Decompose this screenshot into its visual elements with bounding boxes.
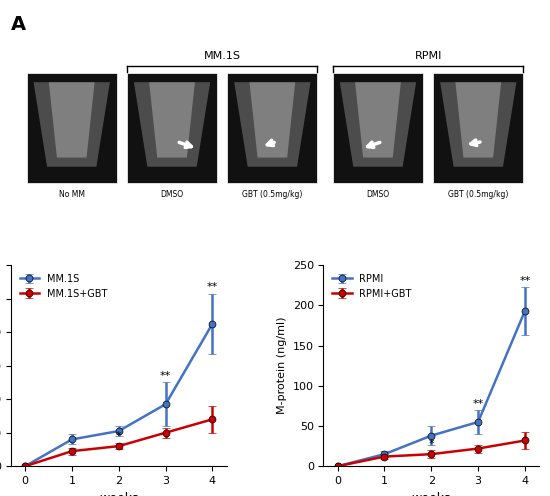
Text: **: ** — [207, 282, 218, 292]
Text: No MM: No MM — [59, 190, 85, 199]
Text: **: ** — [160, 371, 171, 381]
FancyBboxPatch shape — [433, 73, 523, 183]
Polygon shape — [234, 82, 311, 167]
Text: A: A — [11, 15, 26, 34]
Text: GBT (0.5mg/kg): GBT (0.5mg/kg) — [242, 190, 302, 199]
FancyBboxPatch shape — [333, 73, 423, 183]
Text: DMSO: DMSO — [161, 190, 184, 199]
Legend: RPMI, RPMI+GBT: RPMI, RPMI+GBT — [328, 270, 416, 303]
Polygon shape — [440, 82, 516, 167]
FancyBboxPatch shape — [228, 73, 317, 183]
Polygon shape — [134, 82, 210, 167]
Legend: MM.1S, MM.1S+GBT: MM.1S, MM.1S+GBT — [16, 270, 111, 303]
Polygon shape — [340, 82, 416, 167]
Text: GBT (0.5mg/kg): GBT (0.5mg/kg) — [448, 190, 508, 199]
Polygon shape — [149, 82, 195, 158]
Y-axis label: M-protein (ng/ml): M-protein (ng/ml) — [277, 317, 287, 414]
Polygon shape — [34, 82, 110, 167]
Polygon shape — [455, 82, 501, 158]
Polygon shape — [355, 82, 401, 158]
Text: *: * — [428, 439, 434, 449]
X-axis label: weeks: weeks — [99, 492, 139, 496]
X-axis label: weeks: weeks — [411, 492, 451, 496]
FancyBboxPatch shape — [27, 73, 117, 183]
Text: DMSO: DMSO — [366, 190, 389, 199]
Polygon shape — [250, 82, 295, 158]
Polygon shape — [49, 82, 95, 158]
Text: RPMI: RPMI — [415, 51, 442, 61]
Text: **: ** — [519, 276, 531, 286]
Text: MM.1S: MM.1S — [204, 51, 241, 61]
FancyBboxPatch shape — [127, 73, 217, 183]
Text: *: * — [116, 432, 122, 441]
Text: **: ** — [472, 399, 483, 409]
